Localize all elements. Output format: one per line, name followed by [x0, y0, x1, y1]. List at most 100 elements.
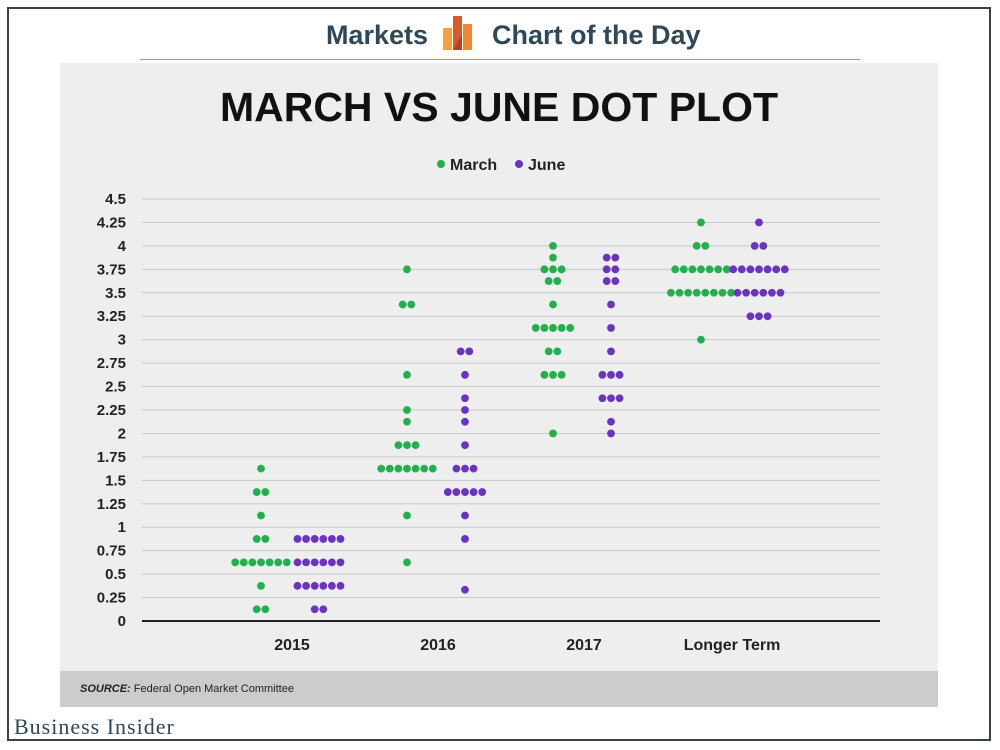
june-dot	[310, 581, 319, 590]
y-tick-label: 0.25	[97, 590, 126, 607]
june-dot	[602, 265, 611, 274]
june-dot	[611, 277, 620, 285]
june-dot	[729, 265, 738, 274]
march-dot	[553, 277, 562, 285]
march-dot	[403, 370, 411, 379]
march-dot	[411, 464, 420, 473]
june-dot	[776, 288, 785, 297]
march-dot	[714, 265, 723, 274]
y-tick-label: 2.25	[97, 402, 126, 419]
june-dot	[302, 558, 310, 567]
y-tick-label: 4.25	[97, 214, 126, 231]
march-dot	[718, 288, 727, 297]
march-dot	[688, 265, 697, 274]
march-dot	[261, 535, 270, 543]
june-dot	[772, 265, 781, 274]
march-dot	[705, 265, 714, 274]
chart-panel	[60, 63, 938, 703]
march-dot	[411, 441, 420, 450]
june-dot	[607, 429, 615, 438]
march-dot	[557, 370, 566, 379]
y-axis-ticks: 0 0.25 0.5 0.75 1 1.25 1.5 1.75 2 2.25 2.5 2.75 3 3.2…	[97, 191, 127, 630]
june-dot	[293, 581, 302, 590]
june-dot	[607, 300, 615, 309]
march-dot	[403, 511, 411, 520]
march-dot	[282, 558, 291, 567]
june-dot	[733, 288, 742, 297]
june-dot	[461, 488, 469, 496]
june-dot	[598, 394, 607, 403]
march-dot	[710, 288, 718, 297]
june-dot	[615, 394, 624, 403]
march-dot	[231, 558, 240, 567]
march-dot	[701, 241, 710, 250]
march-dot	[403, 441, 411, 450]
june-dot	[755, 312, 763, 321]
march-dot	[697, 265, 705, 274]
y-tick-label: 1.5	[105, 472, 126, 489]
june-dot	[750, 288, 759, 297]
june-dot	[319, 581, 328, 590]
june-dot	[336, 581, 345, 590]
june-dot	[763, 265, 772, 274]
march-dot	[407, 300, 416, 309]
march-dot	[403, 406, 411, 414]
june-dot	[461, 406, 469, 414]
june-dot	[310, 535, 319, 543]
june-dot	[746, 312, 755, 321]
y-tick-label: 0.5	[105, 566, 126, 583]
source-note: SOURCE: Federal Open Market Committee	[80, 683, 294, 695]
june-dot	[602, 253, 611, 262]
y-tick-label: 3.5	[105, 285, 126, 302]
march-dot	[248, 558, 257, 567]
legend: March June	[437, 157, 565, 174]
march-dot	[549, 429, 557, 438]
y-tick-label: 1.75	[97, 449, 126, 466]
legend-label: March	[450, 157, 497, 174]
march-dot	[403, 265, 411, 274]
june-dot	[746, 265, 755, 274]
y-tick-label: 2.5	[105, 379, 126, 396]
june-dot	[750, 241, 759, 250]
march-dot	[403, 464, 411, 473]
march-dot	[566, 324, 575, 332]
x-category-label: 2017	[566, 637, 602, 654]
june-dot	[465, 347, 474, 356]
june-dot	[611, 265, 620, 274]
june-dot	[607, 370, 615, 379]
march-dot	[265, 558, 274, 567]
x-category-label: 2015	[274, 637, 310, 654]
march-dot	[684, 288, 692, 297]
june-dot	[456, 347, 465, 356]
y-tick-label: 3	[118, 332, 126, 349]
y-tick-label: 2	[118, 425, 126, 442]
march-dot	[727, 288, 735, 297]
march-dot	[257, 558, 265, 567]
june-dot	[452, 464, 461, 473]
march-dot	[540, 370, 549, 379]
bar-chart-logo-icon	[443, 16, 472, 50]
march-dot	[377, 464, 386, 473]
june-dot	[607, 347, 615, 356]
march-dot	[540, 265, 549, 274]
march-dot	[428, 464, 437, 473]
march-dot	[257, 464, 265, 473]
june-dot	[469, 464, 478, 473]
march-dot	[697, 335, 705, 344]
june-dot	[328, 558, 336, 567]
june-dot	[598, 370, 607, 379]
march-dot	[544, 347, 553, 356]
data-dots	[231, 218, 789, 614]
march-dot	[679, 265, 688, 274]
june-dot	[478, 488, 487, 496]
june-dot	[759, 288, 768, 297]
source-bar	[60, 671, 938, 707]
march-dot	[403, 417, 411, 426]
june-dot	[319, 605, 328, 614]
june-dot	[319, 535, 328, 543]
june-dot	[461, 417, 469, 426]
june-dot	[319, 558, 328, 567]
june-dot	[310, 558, 319, 567]
march-dot	[697, 218, 705, 227]
